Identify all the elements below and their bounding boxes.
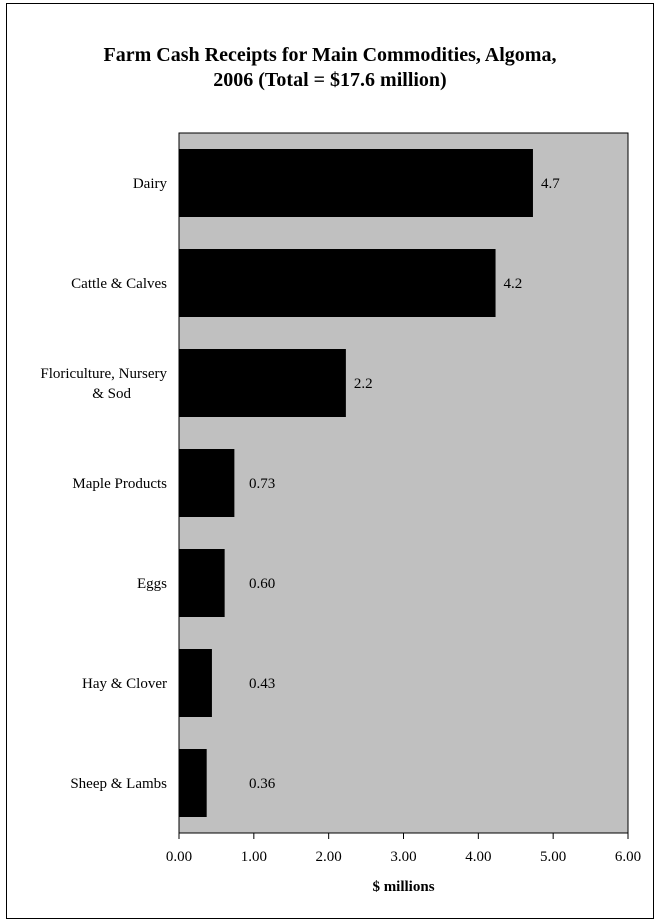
category-label: Eggs — [137, 576, 167, 592]
x-tick-label: 6.00 — [615, 849, 641, 865]
x-axis: 0.00 1.00 2.00 3.00 4.00 5.00 6.00 — [166, 833, 641, 865]
category-label-line: Cattle & Calves — [71, 276, 167, 292]
category-label-line: Dairy — [133, 176, 168, 192]
data-label: 0.60 — [249, 576, 275, 592]
category-labels-group: Dairy Cattle & Calves Floriculture, Nurser… — [40, 176, 167, 792]
x-tick-label: 4.00 — [465, 849, 491, 865]
category-label-line: Eggs — [137, 576, 167, 592]
x-tick-label: 1.00 — [241, 849, 267, 865]
bar — [179, 349, 346, 417]
category-label-line: Hay & Clover — [82, 676, 167, 692]
category-label: Hay & Clover — [82, 676, 167, 692]
data-label: 4.7 — [541, 176, 560, 192]
bar — [179, 749, 207, 817]
data-label: 0.43 — [249, 676, 275, 692]
bar — [179, 449, 235, 517]
x-axis-title: $ millions — [372, 879, 434, 895]
chart-title-line-2: 2006 (Total = $17.6 million) — [213, 69, 447, 91]
bars-group — [179, 149, 533, 817]
x-tick-label: 5.00 — [540, 849, 566, 865]
category-label-line: Sheep & Lambs — [70, 776, 167, 792]
category-label-line: & Sod — [92, 386, 131, 402]
data-labels-group: 4.7 4.2 2.2 0.73 0.60 0.43 0.36 — [249, 176, 560, 792]
data-label: 0.73 — [249, 476, 275, 492]
bar — [179, 249, 496, 317]
data-label: 2.2 — [354, 376, 373, 392]
plot-area — [178, 132, 629, 834]
category-label-line: Maple Products — [72, 476, 167, 492]
data-label: 4.2 — [504, 276, 523, 292]
category-label-line: Floriculture, Nursery — [40, 366, 167, 382]
x-tick-label: 2.00 — [316, 849, 342, 865]
x-tick-label: 0.00 — [166, 849, 192, 865]
category-label: Floriculture, Nursery & Sod — [40, 366, 167, 402]
chart-title: Farm Cash Receipts for Main Commodities,… — [6, 43, 654, 93]
category-label: Maple Products — [72, 476, 167, 492]
category-label: Dairy — [133, 176, 168, 192]
bar — [179, 649, 212, 717]
data-label: 0.36 — [249, 776, 276, 792]
category-label: Cattle & Calves — [71, 276, 167, 292]
bar — [179, 149, 533, 217]
bar — [179, 549, 225, 617]
chart-title-line-1: Farm Cash Receipts for Main Commodities,… — [103, 44, 557, 66]
x-tick-label: 3.00 — [390, 849, 416, 865]
category-label: Sheep & Lambs — [70, 776, 167, 792]
